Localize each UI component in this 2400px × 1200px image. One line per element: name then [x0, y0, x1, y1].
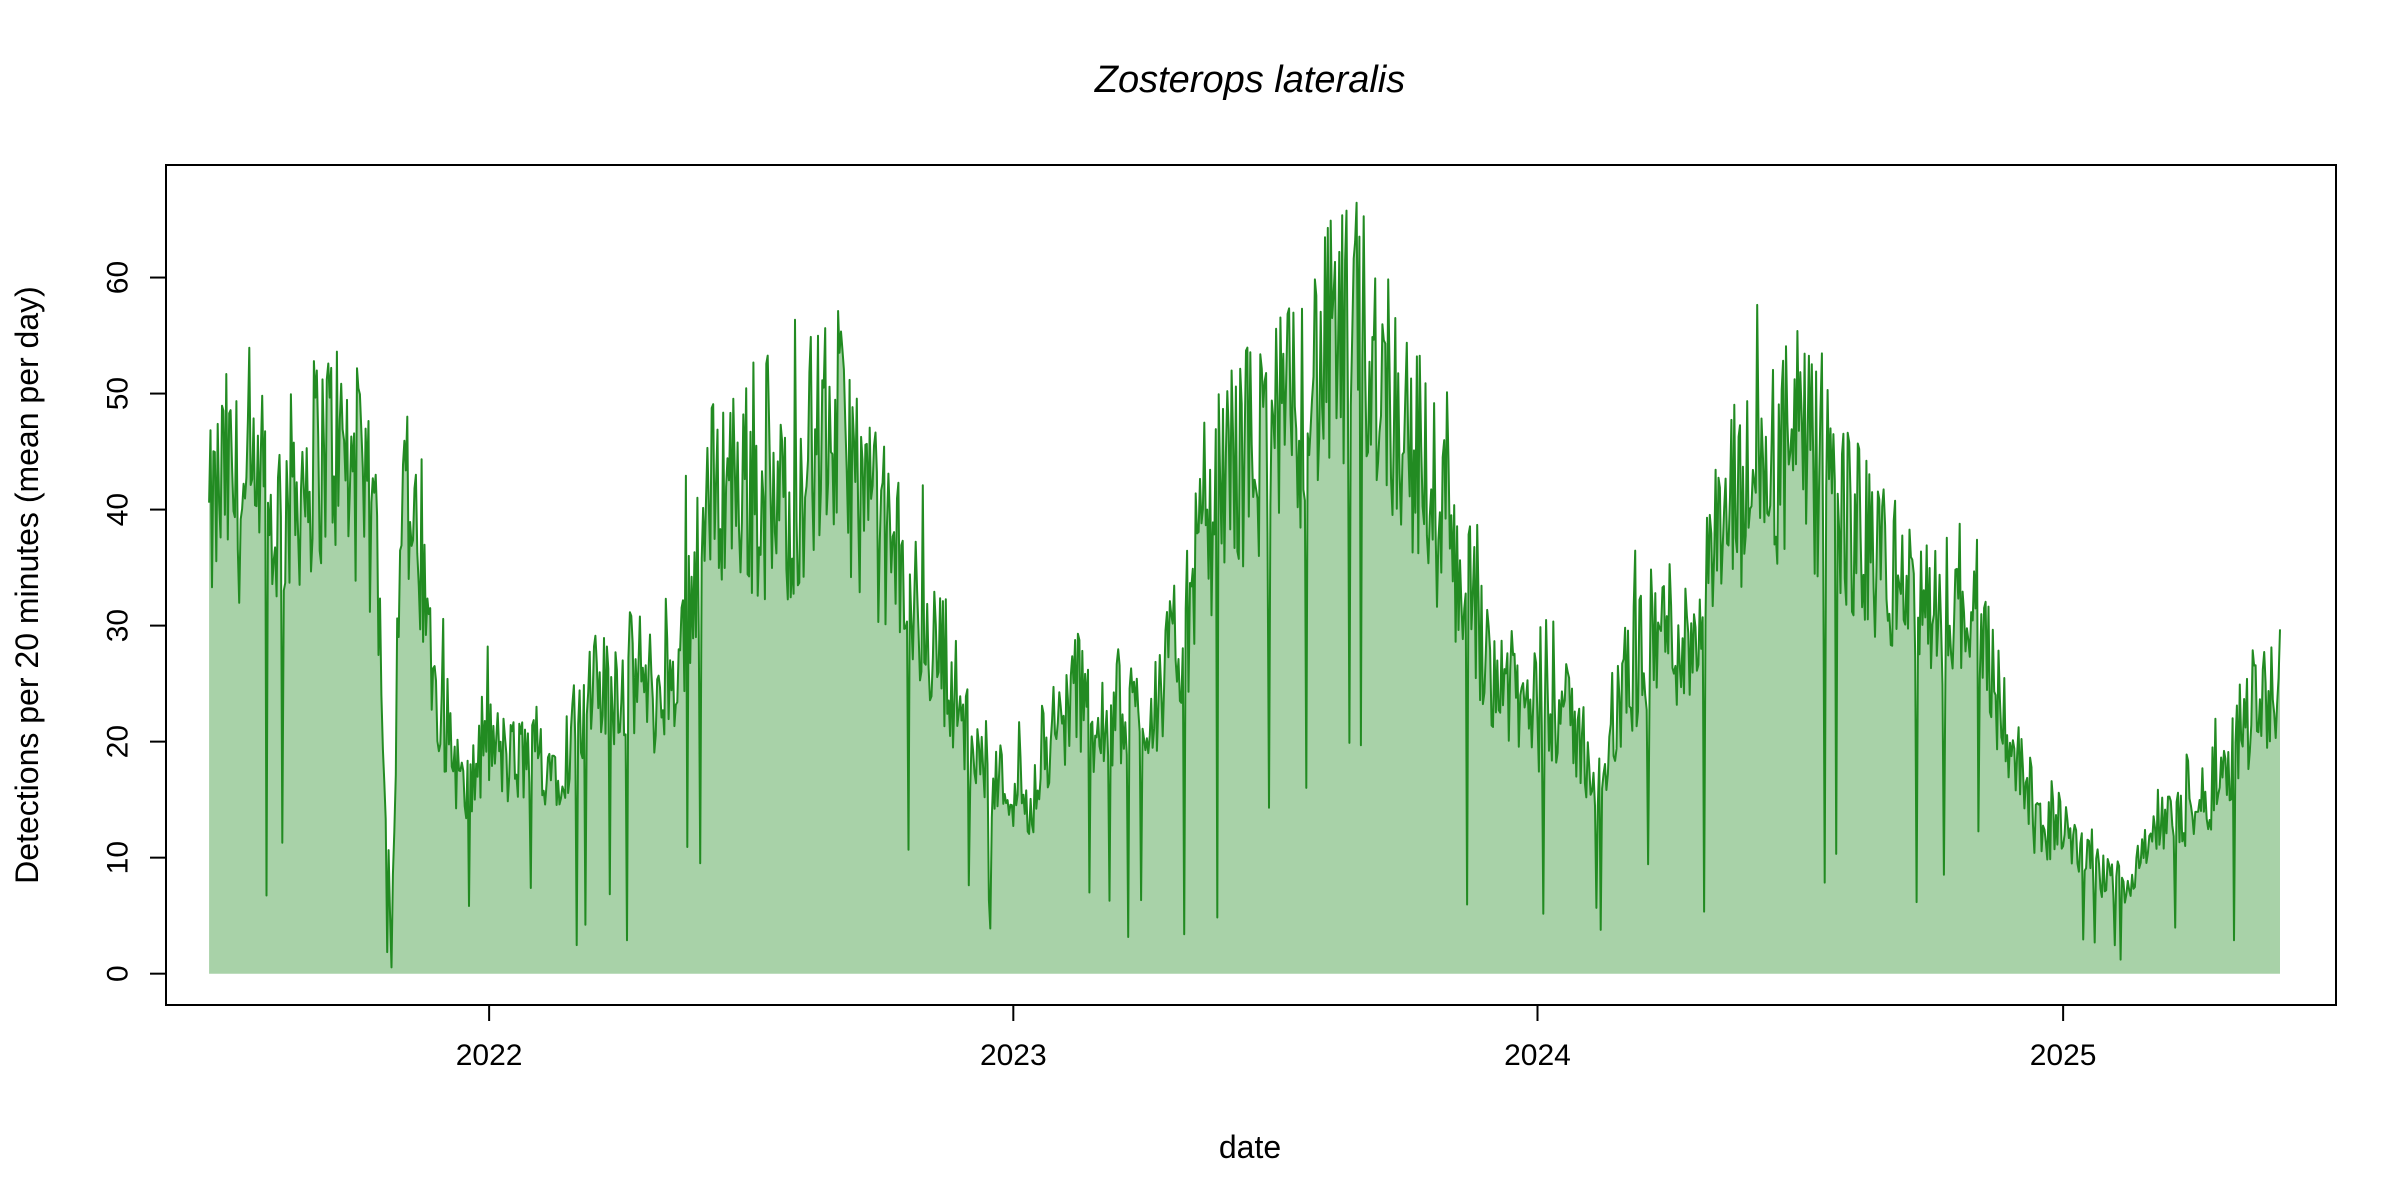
y-axis-label: Detections per 20 minutes (mean per day)	[9, 286, 45, 884]
x-tick-label: 2023	[980, 1039, 1047, 1072]
series-line	[208, 201, 2281, 969]
y-tick-label: 40	[102, 493, 135, 526]
y-tick-label: 50	[102, 377, 135, 410]
y-axis: 0 10 20 30 40 50 60	[102, 261, 167, 982]
x-axis-label: date	[1219, 1129, 1281, 1165]
y-tick-label: 60	[102, 261, 135, 294]
x-tick-label: 2022	[456, 1039, 523, 1072]
x-axis: 2022 2023 2024 2025	[456, 1004, 2097, 1072]
y-tick-label: 0	[102, 965, 135, 982]
x-tick-label: 2024	[1504, 1039, 1571, 1072]
chart-title: Zosterops lateralis	[1094, 59, 1405, 101]
series-area-fill	[209, 202, 2280, 974]
y-tick-label: 10	[102, 841, 135, 874]
y-tick-label: 20	[102, 725, 135, 758]
y-tick-label: 30	[102, 609, 135, 642]
x-tick-label: 2025	[2030, 1039, 2097, 1072]
plot-marks	[208, 201, 2281, 974]
